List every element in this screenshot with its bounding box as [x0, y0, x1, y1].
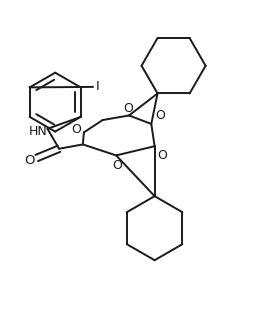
Text: O: O	[123, 101, 133, 114]
Text: HN: HN	[28, 125, 47, 138]
Text: O: O	[157, 149, 167, 162]
Text: O: O	[24, 154, 34, 167]
Text: I: I	[96, 81, 99, 94]
Text: O: O	[155, 109, 165, 122]
Text: O: O	[112, 159, 123, 172]
Text: O: O	[71, 123, 81, 136]
